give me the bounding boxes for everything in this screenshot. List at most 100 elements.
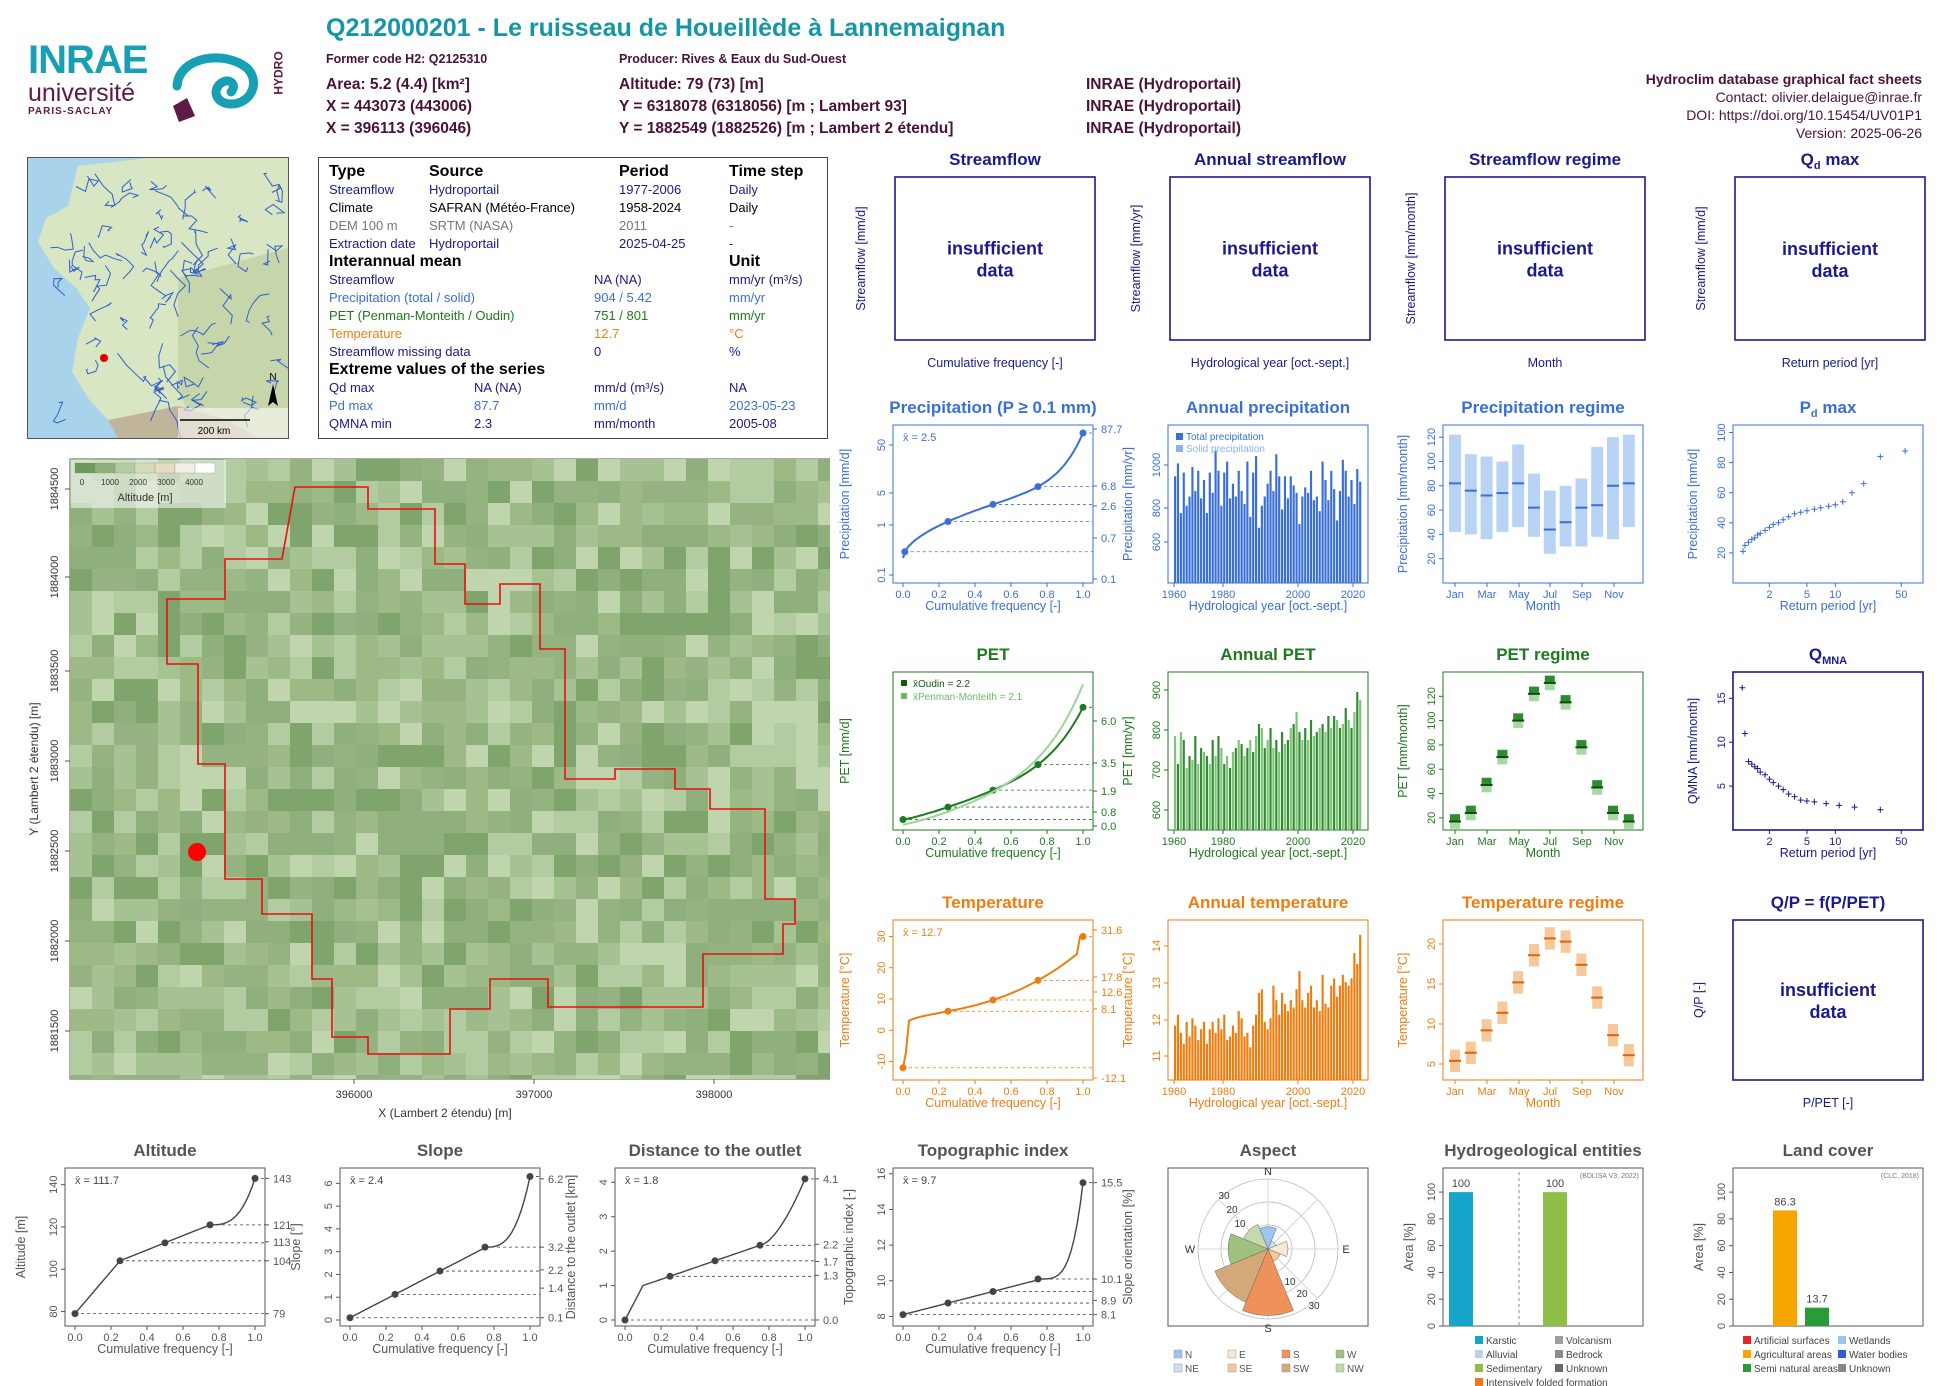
scatter-point xyxy=(1877,806,1884,813)
dem-cell xyxy=(510,833,532,855)
dem-cell xyxy=(92,525,114,547)
y-axis-label: QMNA [mm/month] xyxy=(1686,698,1700,804)
right-tick-label: 31.6 xyxy=(1101,925,1122,937)
dem-cell xyxy=(730,745,752,767)
dem-cell xyxy=(818,723,830,745)
river-line xyxy=(162,365,190,401)
regime-box xyxy=(1544,682,1555,691)
dem-cell xyxy=(620,569,642,591)
interannual-unit: mm/yr xyxy=(729,290,766,305)
bar xyxy=(1309,985,1313,1080)
dem-cell xyxy=(686,481,708,503)
bar xyxy=(1356,468,1359,583)
quantile-point xyxy=(989,1287,997,1295)
bar xyxy=(1266,740,1269,830)
x-tick-label: Mar xyxy=(1478,1086,1497,1098)
y-tick-label: 20 xyxy=(1426,1293,1438,1305)
dem-cell xyxy=(642,525,664,547)
dem-cell xyxy=(510,789,532,811)
doi[interactable]: DOI: https://doi.org/10.15454/UV01P1 xyxy=(1686,107,1922,123)
dem-cell xyxy=(180,525,202,547)
dem-cell xyxy=(114,657,136,679)
dem-cell xyxy=(796,525,818,547)
river-line xyxy=(201,341,220,355)
y-tick-label: 5 xyxy=(1426,1061,1438,1067)
y-axis-label: Q/P [-] xyxy=(1692,982,1706,1018)
dem-cell xyxy=(356,767,378,789)
scatter-point xyxy=(1751,534,1758,541)
dem-cell xyxy=(158,679,180,701)
dem-cell xyxy=(532,591,554,613)
bar xyxy=(1312,736,1315,830)
bar xyxy=(1182,1043,1185,1080)
dem-cell xyxy=(70,635,92,657)
legend-swatch xyxy=(1555,1364,1563,1372)
dem-cell xyxy=(576,723,598,745)
x-tick-label: 1.0 xyxy=(1075,836,1090,848)
legend-swatch xyxy=(1475,1336,1483,1344)
x-axis-label: Hydrological year [oct.-sept.] xyxy=(1191,356,1349,370)
dem-cell xyxy=(686,503,708,525)
plot-frame xyxy=(892,1167,1094,1327)
y-axis-label: Slope [°] xyxy=(289,1223,303,1270)
river-line xyxy=(84,274,101,293)
bar xyxy=(1237,740,1240,830)
chart-title: Streamflow xyxy=(949,150,1041,169)
legend-swatch xyxy=(1173,1349,1183,1359)
right-tick-label: 10.1 xyxy=(1101,1274,1122,1286)
dem-cell xyxy=(400,679,422,701)
bar xyxy=(1292,1007,1295,1080)
scatter-point xyxy=(1791,793,1798,800)
dem-cell xyxy=(70,613,92,635)
dem-cell xyxy=(510,701,532,723)
x-axis-label: Cumulative frequency [-] xyxy=(925,599,1060,613)
dem-cell xyxy=(554,547,576,569)
dem-cell xyxy=(356,525,378,547)
dem-cell xyxy=(400,525,422,547)
dem-cell xyxy=(268,745,290,767)
dem-cell xyxy=(576,569,598,591)
y-axis-label: Precipitation [mm/d] xyxy=(1686,449,1700,559)
dem-cell xyxy=(224,547,246,569)
river-line xyxy=(160,230,172,248)
dem-cell xyxy=(180,723,202,745)
insufficient-data-label: data xyxy=(1811,261,1849,281)
y-tick-label: 0 xyxy=(1426,1323,1438,1329)
dem-cell xyxy=(422,635,444,657)
dem-cell xyxy=(818,745,830,767)
bar xyxy=(1307,992,1310,1080)
x-axis-label: Month xyxy=(1528,356,1563,370)
scatter-point xyxy=(1741,730,1748,737)
legend-label: Artificial surfaces xyxy=(1754,1336,1830,1347)
bar xyxy=(1220,505,1223,583)
y-tick-label: 15 xyxy=(1426,978,1438,990)
mean-label: x̄ = 111.7 xyxy=(75,1175,119,1187)
dem-cell xyxy=(92,745,114,767)
chart-altitude: Altitude Cumulative frequency [-] Altitude… xyxy=(14,1141,291,1356)
dem-cell xyxy=(598,679,620,701)
y-tick-label: 80 xyxy=(1716,1213,1728,1225)
bar xyxy=(1347,985,1350,1080)
dem-cell xyxy=(598,569,620,591)
producer: Producer: Rives & Eaux du Sud-Ouest xyxy=(619,52,847,66)
dem-cell xyxy=(708,547,730,569)
dem-cell xyxy=(554,503,576,525)
x-tick-label: 0.0 xyxy=(895,1086,910,1098)
dem-cell xyxy=(796,459,818,481)
dem-cell xyxy=(268,701,290,723)
contact[interactable]: Contact: olivier.delaigue@inrae.fr xyxy=(1715,89,1922,105)
dem-cell xyxy=(598,481,620,503)
x-axis-label: P/PET [-] xyxy=(1803,1096,1853,1110)
mean-label: x̄ = 2.5 xyxy=(903,432,936,444)
dem-cell xyxy=(114,789,136,811)
dem-cell xyxy=(642,503,664,525)
bar xyxy=(1321,461,1324,583)
source-2: INRAE (Hydroportail) xyxy=(1086,98,1241,115)
dem-cell xyxy=(752,723,774,745)
dem-cell xyxy=(466,767,488,789)
dem-cell xyxy=(466,701,488,723)
bar xyxy=(1330,728,1333,830)
dem-cell xyxy=(576,635,598,657)
y-tick-label: 6 xyxy=(323,1180,335,1186)
